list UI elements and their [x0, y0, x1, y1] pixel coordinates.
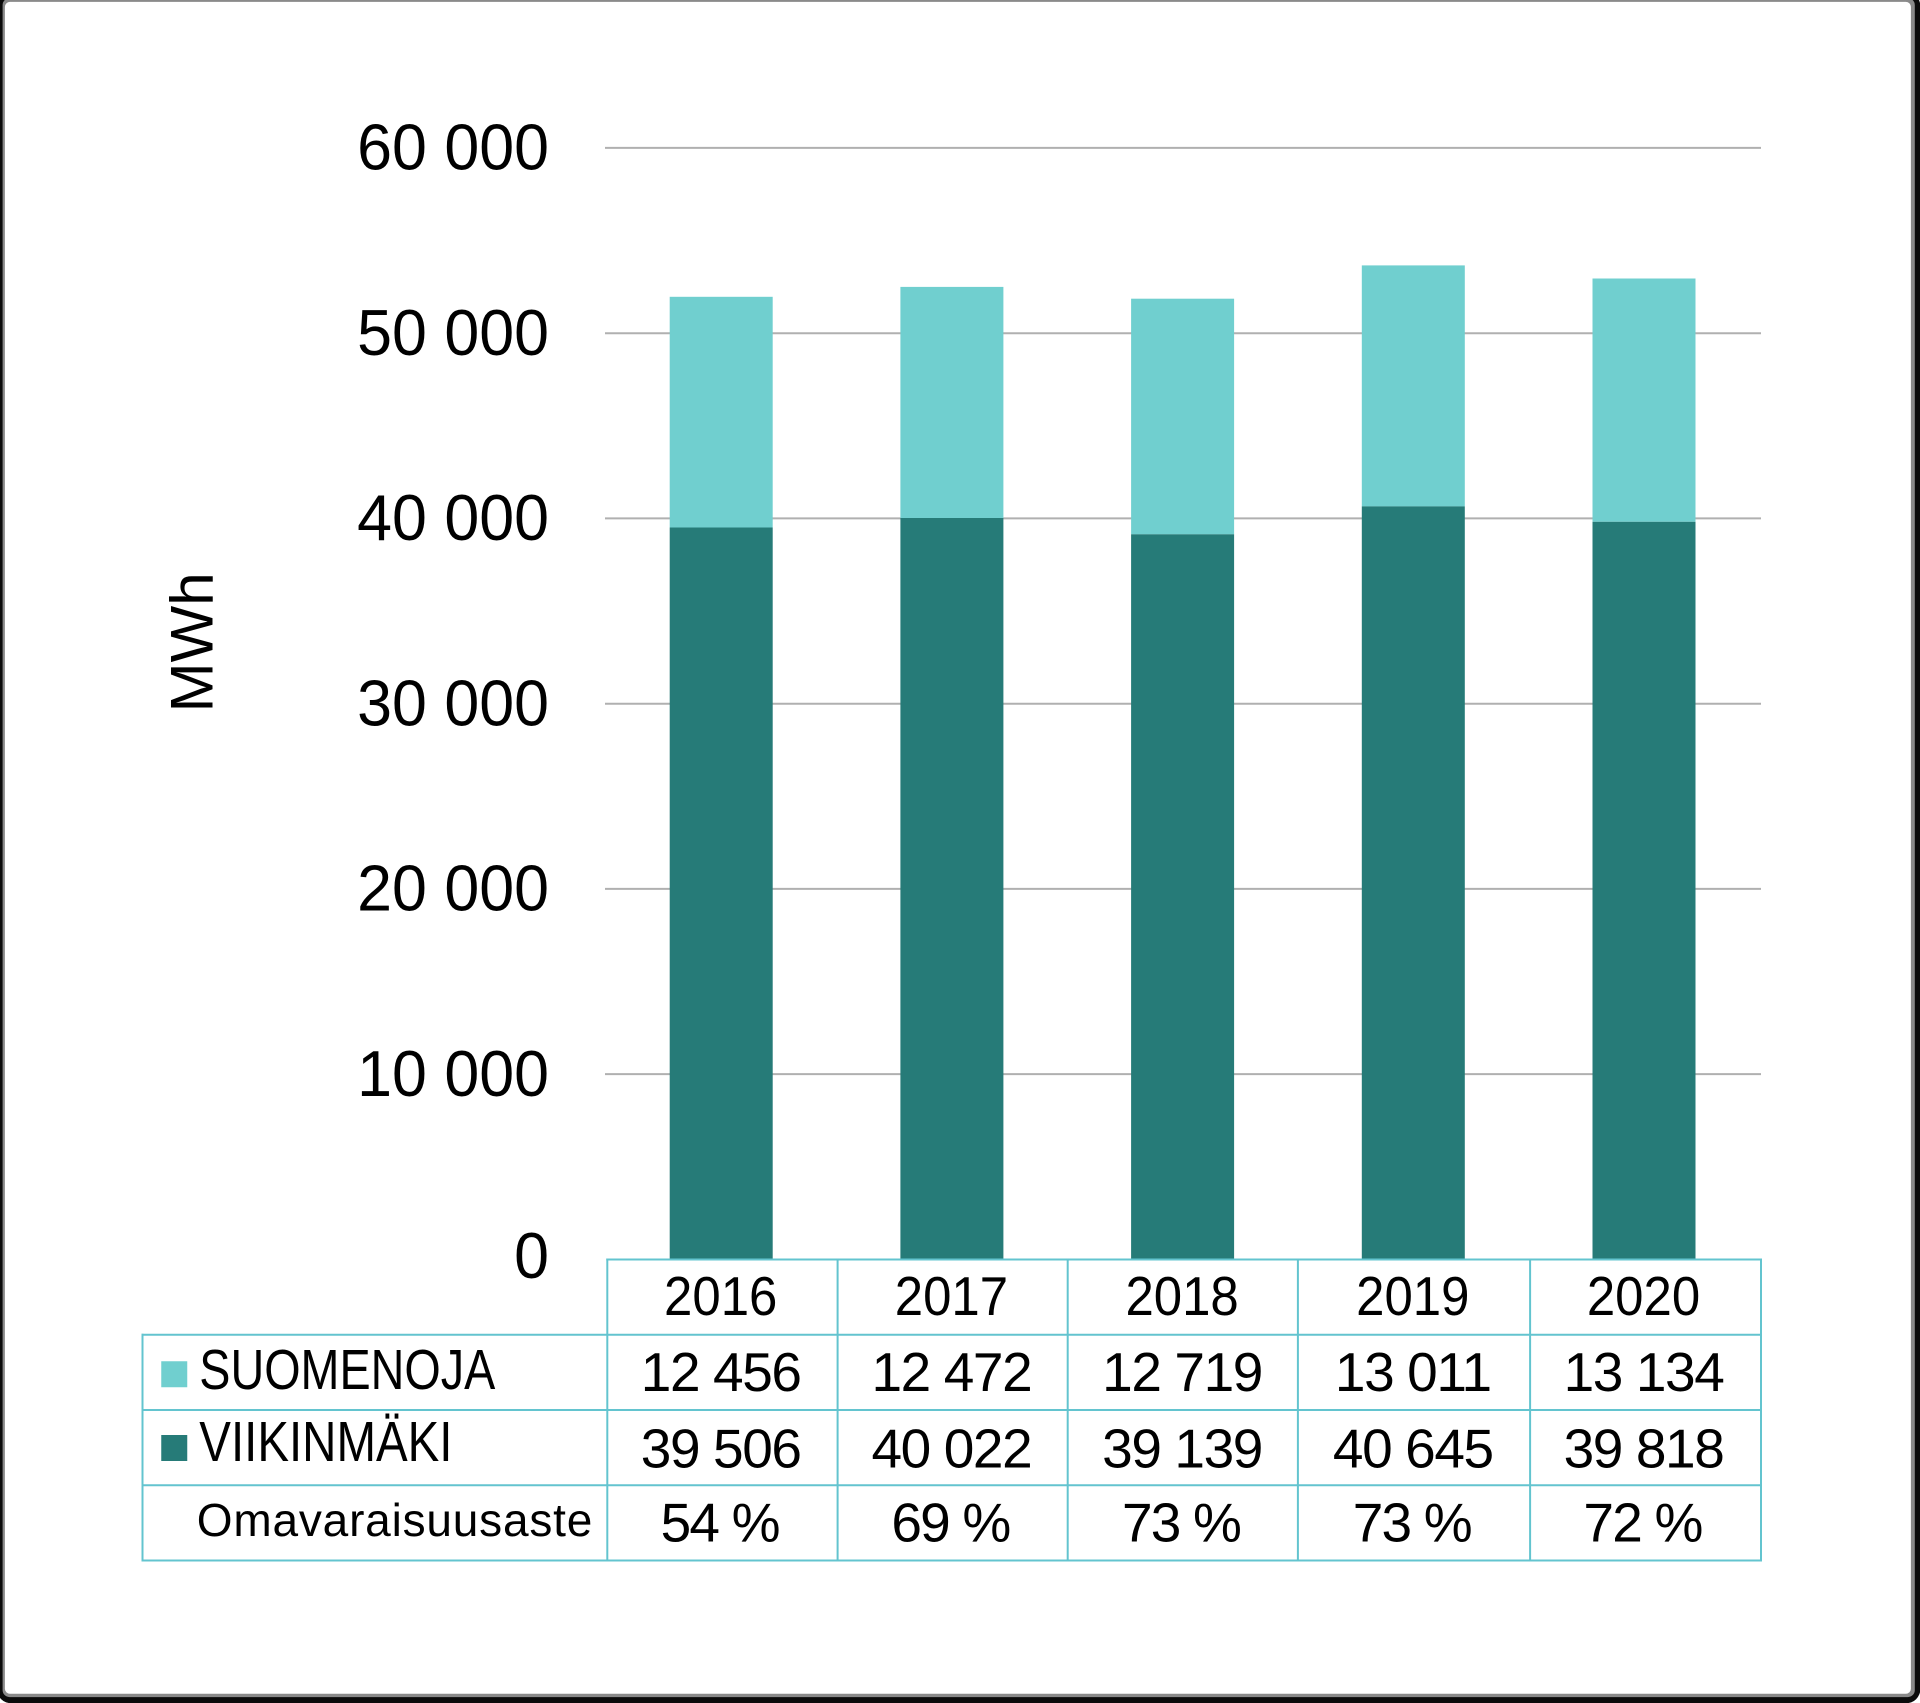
- svg-text:2016: 2016: [664, 1266, 777, 1327]
- svg-text:12 472: 12 472: [871, 1341, 1031, 1403]
- svg-text:20 000: 20 000: [357, 852, 549, 925]
- svg-text:40 000: 40 000: [357, 481, 549, 554]
- svg-text:40 645: 40 645: [1333, 1417, 1493, 1479]
- svg-text:30 000: 30 000: [357, 666, 549, 739]
- svg-text:12 456: 12 456: [641, 1341, 801, 1403]
- svg-text:SUOMENOJA: SUOMENOJA: [199, 1339, 495, 1402]
- svg-text:39 818: 39 818: [1564, 1417, 1724, 1479]
- svg-text:73 %: 73 %: [1122, 1492, 1240, 1554]
- svg-text:73 %: 73 %: [1353, 1492, 1471, 1554]
- svg-text:72 %: 72 %: [1583, 1492, 1701, 1554]
- svg-text:0: 0: [514, 1219, 549, 1292]
- svg-text:50 000: 50 000: [357, 296, 549, 369]
- svg-text:54 %: 54 %: [661, 1492, 779, 1554]
- svg-text:69 %: 69 %: [891, 1492, 1009, 1554]
- svg-text:VIIKINMÄKI: VIIKINMÄKI: [199, 1411, 452, 1474]
- svg-text:12 719: 12 719: [1102, 1341, 1262, 1403]
- svg-text:2017: 2017: [895, 1266, 1008, 1327]
- svg-text:2018: 2018: [1125, 1266, 1238, 1327]
- svg-text:2020: 2020: [1587, 1266, 1700, 1327]
- svg-text:13 134: 13 134: [1564, 1341, 1724, 1403]
- svg-text:10 000: 10 000: [357, 1037, 549, 1110]
- svg-text:MWh: MWh: [158, 572, 225, 712]
- svg-text:39 506: 39 506: [641, 1417, 801, 1479]
- svg-text:13 011: 13 011: [1335, 1341, 1491, 1403]
- svg-text:2019: 2019: [1356, 1266, 1469, 1327]
- svg-text:39 139: 39 139: [1102, 1417, 1262, 1479]
- svg-text:60 000: 60 000: [357, 111, 549, 184]
- svg-text:Omavaraisuusaste: Omavaraisuusaste: [197, 1494, 593, 1546]
- svg-text:40 022: 40 022: [871, 1417, 1031, 1479]
